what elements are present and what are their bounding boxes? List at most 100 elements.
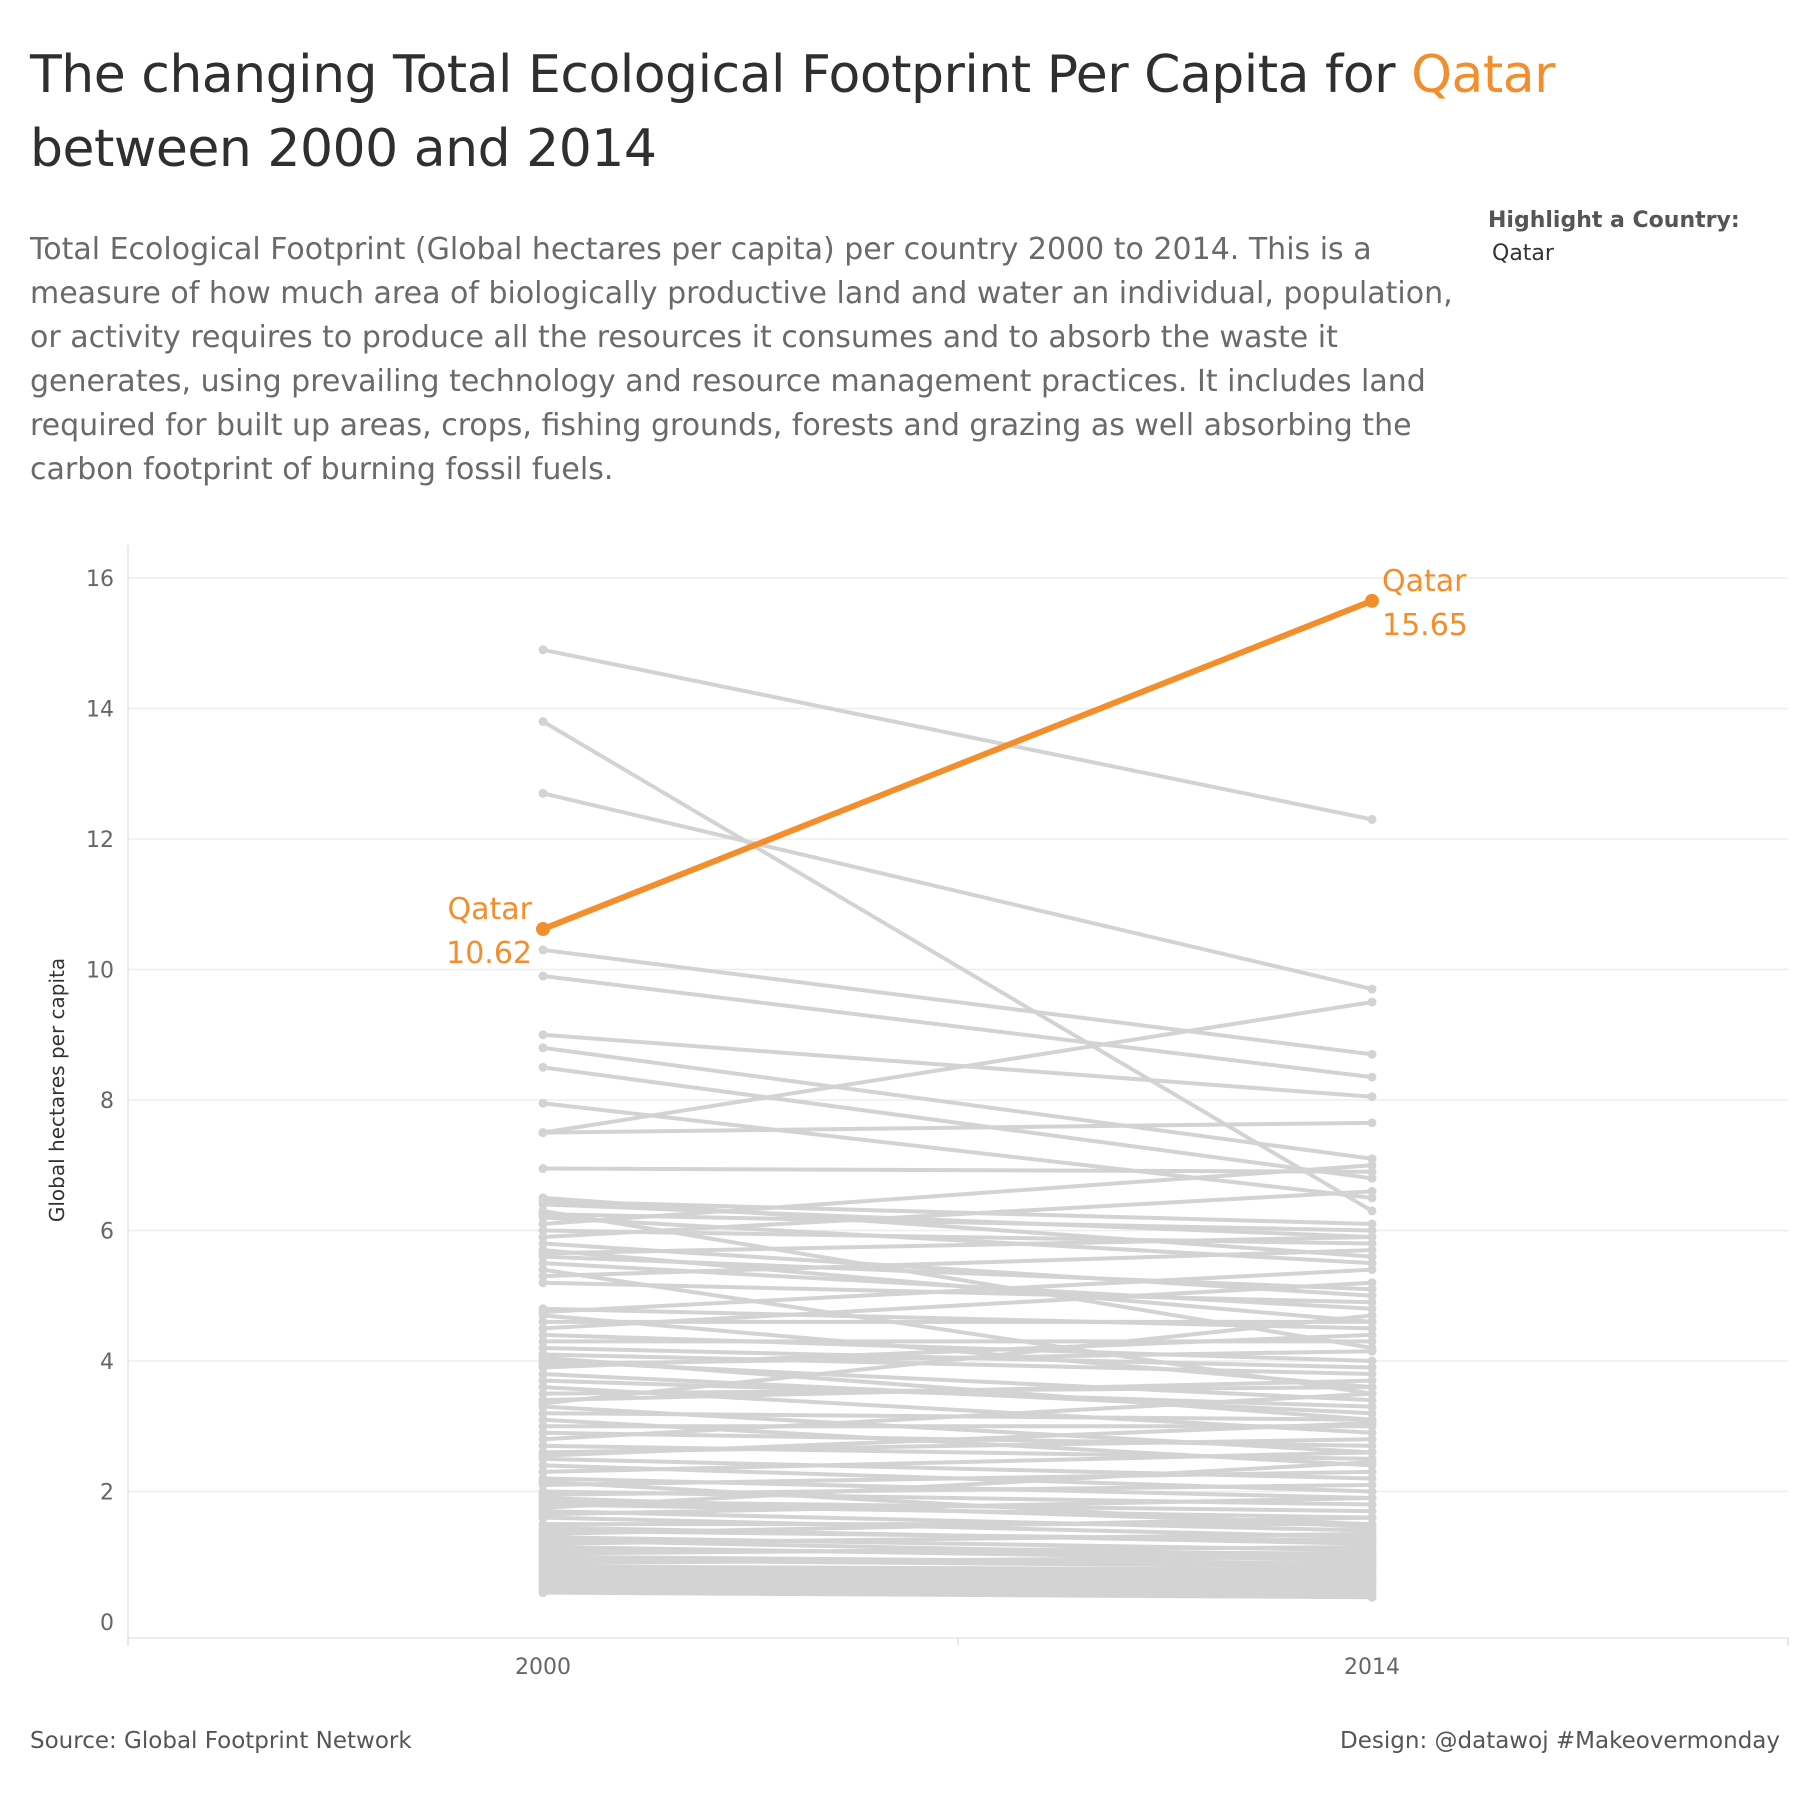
country-line — [542, 1460, 1373, 1510]
country-line — [542, 1509, 1373, 1533]
country-line — [542, 1045, 1373, 1161]
country-point-2000 — [538, 1441, 548, 1451]
country-line — [542, 647, 1373, 822]
country-line — [542, 1571, 1373, 1579]
y-tick-label: 8 — [100, 1089, 114, 1114]
highlight-line-qatar — [540, 597, 1375, 933]
country-line — [542, 1355, 1373, 1422]
country-point-2014 — [1367, 1506, 1377, 1516]
country-point-2000 — [538, 1343, 548, 1353]
country-point-2014 — [1367, 1317, 1377, 1327]
country-point-2000 — [538, 1503, 548, 1513]
country-point-2000 — [538, 1258, 548, 1268]
x-tick-label: 2014 — [1344, 1655, 1400, 1680]
country-point-2000 — [538, 1588, 548, 1598]
country-point-2014 — [1367, 1118, 1377, 1128]
country-line — [542, 1120, 1373, 1135]
y-tick-label: 12 — [86, 828, 114, 853]
highlight-country-filter[interactable]: Highlight a Country: Qatar — [1488, 208, 1740, 266]
country-line — [542, 1450, 1373, 1474]
country-point-2014 — [1367, 1346, 1377, 1356]
country-point-2000 — [538, 1226, 548, 1235]
country-point-2014 — [1367, 1336, 1377, 1346]
country-point-2014 — [1367, 1369, 1377, 1379]
x-tick-label: 2000 — [515, 1655, 571, 1680]
country-point-2014 — [1367, 1297, 1377, 1307]
country-point-2000 — [538, 645, 548, 655]
country-line — [542, 1000, 1373, 1135]
country-point-2000 — [538, 1451, 548, 1461]
country-line — [542, 1254, 1373, 1292]
country-line — [542, 1248, 1373, 1279]
country-line — [542, 1580, 1373, 1589]
country-line — [542, 1391, 1373, 1442]
country-point-2000 — [538, 1062, 548, 1072]
country-point-2000 — [538, 1219, 548, 1229]
country-line — [542, 1469, 1373, 1487]
country-line — [542, 1195, 1373, 1259]
y-tick-label: 0 — [100, 1611, 114, 1636]
country-point-2014 — [1367, 1252, 1377, 1262]
country-point-2014 — [1367, 1323, 1377, 1333]
country-point-2000 — [538, 1359, 548, 1369]
country-line — [542, 1590, 1373, 1600]
country-point-2014 — [1367, 1500, 1377, 1510]
country-point-2014 — [1367, 1193, 1377, 1203]
country-point-2000 — [538, 1330, 548, 1340]
country-point-2000 — [538, 1376, 548, 1386]
highlight-end-value: 15.65 — [1382, 608, 1468, 643]
filter-value[interactable]: Qatar — [1492, 241, 1554, 266]
country-point-2000 — [538, 1477, 548, 1487]
country-line — [542, 1502, 1373, 1520]
country-line — [542, 791, 1373, 992]
country-line — [541, 719, 1374, 1213]
country-line — [542, 1280, 1373, 1331]
source-note: Source: Global Footprint Network — [30, 1728, 412, 1754]
country-line — [542, 947, 1373, 1057]
country-point-2000 — [538, 1232, 548, 1242]
country-point-2014 — [1367, 1092, 1377, 1102]
country-line — [542, 1313, 1373, 1406]
country-point-2014 — [1367, 1167, 1377, 1177]
country-point-2014 — [1367, 1408, 1377, 1418]
highlight-start-name: Qatar — [448, 892, 533, 927]
country-point-2000 — [538, 971, 548, 981]
country-point-2014 — [1367, 1402, 1377, 1412]
country-point-2014 — [1367, 1265, 1377, 1275]
country-point-2014 — [1367, 1389, 1377, 1399]
country-point-2014 — [1367, 1487, 1377, 1496]
country-point-2000 — [538, 1278, 548, 1288]
country-point-2000 — [538, 1030, 548, 1040]
country-point-2014 — [1367, 1522, 1377, 1532]
country-line — [542, 1544, 1373, 1556]
country-line — [542, 1420, 1373, 1458]
country-point-2014 — [1367, 1330, 1377, 1340]
country-point-2014 — [1367, 1535, 1377, 1545]
country-point-2014 — [1367, 1258, 1377, 1268]
chart-subtitle: Total Ecological Footprint (Global hecta… — [30, 232, 1453, 487]
country-point-2000 — [538, 1043, 548, 1053]
y-tick-label: 14 — [86, 698, 114, 723]
country-line — [542, 1554, 1373, 1566]
country-point-2014 — [1367, 1457, 1377, 1467]
country-point-2014 — [1367, 1467, 1377, 1477]
country-point-2000 — [538, 1307, 548, 1317]
country-line — [542, 1267, 1373, 1396]
country-point-2000 — [538, 717, 548, 727]
country-line — [542, 1479, 1373, 1530]
country-line — [542, 974, 1373, 1080]
country-point-2000 — [538, 1098, 548, 1108]
highlight-point-2014 — [1365, 593, 1379, 608]
country-point-2014 — [1367, 1356, 1377, 1366]
country-point-2000 — [538, 1128, 548, 1138]
country-point-2014 — [1367, 984, 1377, 994]
y-tick-label: 2 — [100, 1481, 114, 1506]
y-axis-title: Global hectares per capita — [45, 958, 69, 1222]
highlight-end-name: Qatar — [1382, 564, 1467, 599]
country-point-2000 — [538, 1271, 548, 1281]
country-line — [542, 1531, 1373, 1546]
country-point-2014 — [1367, 1513, 1377, 1523]
country-point-2014 — [1367, 1382, 1377, 1392]
country-point-2014 — [1367, 1592, 1377, 1602]
